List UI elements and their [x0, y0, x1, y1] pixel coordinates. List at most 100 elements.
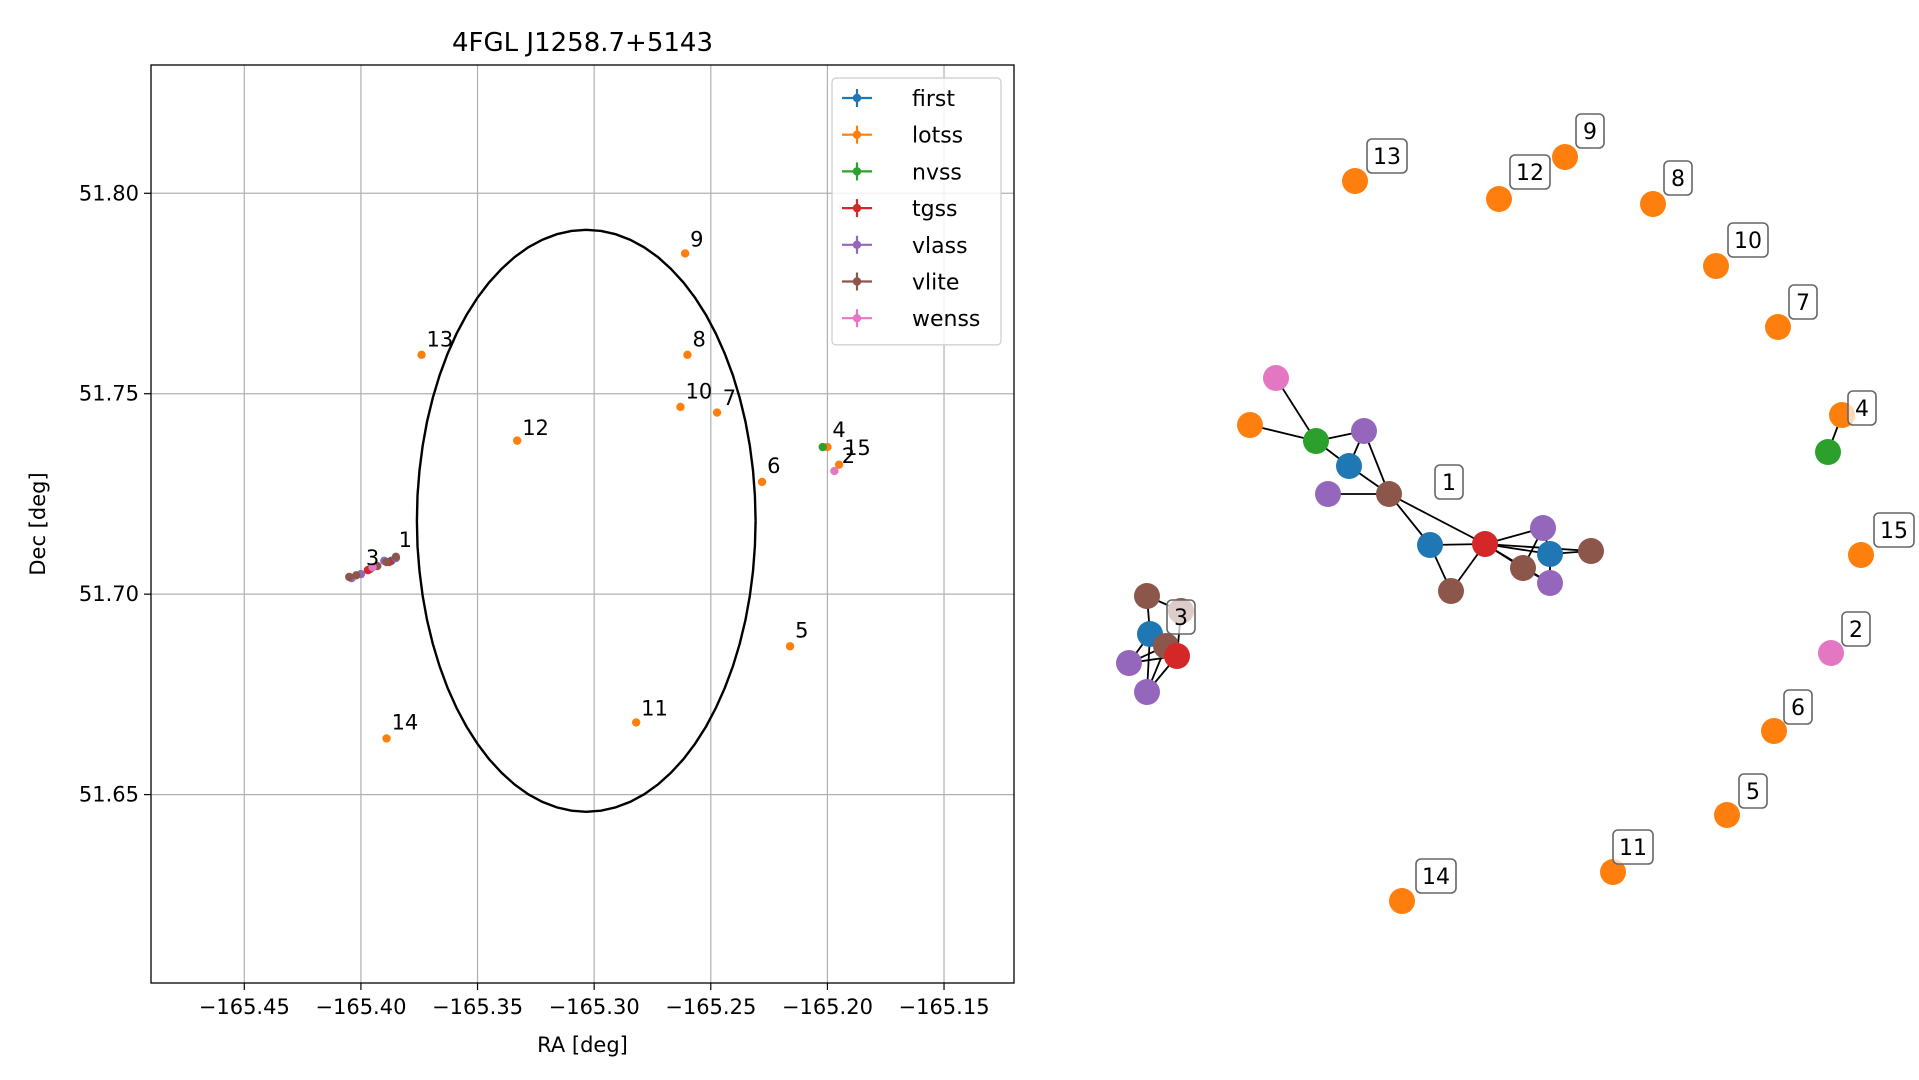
svg-text:5: 5 — [1746, 780, 1760, 805]
x-tick-label: −165.35 — [432, 995, 523, 1019]
graph-node-label: 10 — [1727, 222, 1769, 258]
legend-entry-vlite: vlite — [842, 271, 959, 296]
graph-node-label: 5 — [1738, 773, 1768, 809]
graph-node — [1417, 532, 1443, 558]
graph-node — [1134, 583, 1160, 609]
graph-node — [1315, 481, 1341, 507]
graph-node — [1472, 531, 1498, 557]
graph-node — [1848, 542, 1874, 568]
graph-node-label: 9 — [1575, 113, 1605, 149]
search-radius-circle — [415, 228, 757, 814]
graph-node — [1351, 418, 1377, 444]
legend-label: first — [912, 87, 955, 112]
graph-node-label: 14 — [1415, 858, 1457, 894]
legend-label: nvss — [912, 160, 962, 185]
point-vlite — [345, 572, 354, 582]
svg-text:12: 12 — [1516, 161, 1544, 186]
graph-node — [1703, 253, 1729, 279]
point-annotation: 1 — [399, 528, 412, 552]
svg-text:10: 10 — [1734, 229, 1762, 254]
point-lotss — [683, 350, 692, 360]
graph-edge — [1484, 543, 1592, 552]
legend-label: wenss — [912, 307, 980, 332]
point-nvss — [818, 442, 827, 452]
x-tick-label: −165.40 — [315, 995, 406, 1019]
data-points — [345, 249, 844, 743]
point-annotation: 7 — [723, 386, 736, 410]
graph-node — [1815, 439, 1841, 465]
point-lotss — [712, 408, 722, 417]
legend-label: tgss — [912, 197, 958, 222]
y-tick-label: 51.65 — [79, 783, 139, 807]
graph-node-label: 13 — [1366, 138, 1408, 174]
point-vlite — [391, 552, 401, 562]
x-tick-label: −165.20 — [782, 995, 873, 1019]
point-wenss — [830, 466, 839, 476]
graph-node-label: 8 — [1663, 160, 1693, 196]
point-annotation: 9 — [690, 227, 703, 251]
graph-node — [1376, 481, 1402, 507]
x-tick-label: −165.45 — [199, 995, 290, 1019]
legend-box — [831, 77, 1002, 346]
svg-text:9: 9 — [1583, 120, 1597, 145]
svg-text:8: 8 — [1671, 167, 1685, 192]
graph-node-label: 12 — [1509, 154, 1551, 190]
chart-title: 4FGL J1258.7+5143 — [452, 28, 713, 58]
point-annotation: 4 — [832, 418, 845, 442]
svg-text:3: 3 — [1174, 606, 1188, 631]
graph-node — [1303, 428, 1329, 454]
legend-entry-wenss: wenss — [842, 307, 980, 332]
svg-text:11: 11 — [1619, 836, 1647, 861]
point-vlite — [352, 571, 361, 580]
point-lotss — [785, 642, 795, 651]
point-annotation: 10 — [685, 380, 712, 404]
graph-node — [1116, 650, 1142, 676]
graph-node-label: 2 — [1841, 611, 1871, 647]
y-tick-label: 51.75 — [79, 382, 139, 406]
svg-text:14: 14 — [1422, 865, 1450, 890]
legend-label: vlite — [912, 271, 959, 296]
graph-node — [1438, 578, 1464, 604]
point-annotation: 6 — [767, 454, 780, 478]
point-annotation: 13 — [427, 328, 454, 352]
graph-node-label: 1 — [1434, 464, 1464, 500]
point-lotss — [757, 477, 767, 487]
legend-label: vlass — [912, 234, 968, 259]
graph-node — [1237, 412, 1263, 438]
x-tick-label: −165.25 — [665, 995, 756, 1019]
graph-node — [1761, 718, 1787, 744]
graph-node — [1600, 859, 1626, 885]
svg-text:15: 15 — [1880, 519, 1908, 544]
legend-entry-first: first — [842, 87, 955, 112]
graph-nodes — [1116, 144, 1874, 914]
legend-entry-vlass: vlass — [842, 234, 968, 259]
point-annotation: 8 — [692, 328, 705, 352]
y-axis-label: Dec [deg] — [26, 472, 50, 575]
graph-node — [1336, 453, 1362, 479]
graph-node-label: 3 — [1166, 599, 1196, 635]
graph-node-label: 6 — [1783, 689, 1813, 725]
x-axis-label: RA [deg] — [537, 1033, 628, 1057]
point-lotss — [417, 350, 426, 360]
point-annotation: 2 — [842, 444, 855, 468]
legend: first lotss nvss tgss vlass vlite wenss — [831, 77, 1002, 346]
graph-node-label: 11 — [1612, 829, 1654, 865]
legend-entry-nvss: nvss — [842, 160, 962, 185]
axis-ticks: −165.45 −165.40 −165.35 −165.30 −165.25 −165.… — [79, 181, 990, 1019]
graph-node — [1765, 314, 1791, 340]
graph-node — [1486, 186, 1512, 212]
point-lotss — [631, 718, 641, 727]
svg-text:1: 1 — [1442, 471, 1456, 496]
graph-node — [1552, 144, 1578, 170]
graph-node — [1640, 191, 1666, 217]
graph-node — [1537, 541, 1563, 567]
graph-node — [1164, 643, 1190, 669]
legend-entry-lotss: lotss — [842, 124, 963, 149]
graph-node — [1714, 802, 1740, 828]
x-tick-label: −165.30 — [549, 995, 640, 1019]
graph-edge — [1388, 493, 1486, 545]
region-circle — [415, 228, 757, 814]
